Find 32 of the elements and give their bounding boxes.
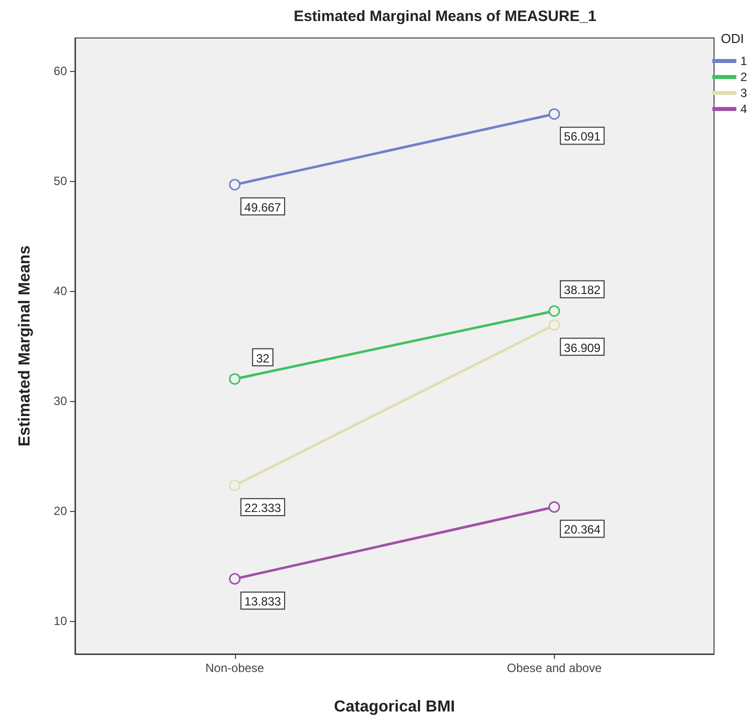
point xyxy=(229,373,240,385)
data-label: 32 xyxy=(256,351,270,366)
chart-title: Estimated Marginal Means of MEASURE_1 xyxy=(294,8,596,25)
legend-label: 2 xyxy=(740,70,748,84)
data-label: 20.364 xyxy=(564,522,601,537)
point xyxy=(229,480,240,492)
x-tick-label: Obese and above xyxy=(506,661,602,675)
point xyxy=(548,319,560,331)
y-tick-label: 30 xyxy=(54,394,68,408)
legend-label: 4 xyxy=(740,102,748,116)
x-tick-label: Non-obese xyxy=(205,661,264,675)
x-axis-title: Catagorical BMI xyxy=(334,698,455,716)
legend-label: 3 xyxy=(740,86,748,100)
point xyxy=(229,573,240,585)
y-axis-title: Estimated Marginal Means xyxy=(16,245,34,446)
data-label: 13.833 xyxy=(244,594,282,609)
y-tick-label: 40 xyxy=(54,284,68,298)
legend-title: ODI xyxy=(720,31,744,46)
data-label: 22.333 xyxy=(244,501,282,516)
data-label: 36.909 xyxy=(564,340,601,355)
data-label: 49.667 xyxy=(244,200,282,214)
y-tick-label: 10 xyxy=(54,614,68,628)
data-label: 56.091 xyxy=(564,130,601,144)
point xyxy=(229,178,240,190)
point xyxy=(548,501,560,513)
y-tick-label: 20 xyxy=(54,504,68,518)
legend-label: 1 xyxy=(740,54,748,68)
point xyxy=(548,305,560,317)
data-label: 38.182 xyxy=(564,283,601,298)
y-tick-label: 60 xyxy=(54,64,68,78)
y-tick-label: 50 xyxy=(54,174,68,188)
point xyxy=(548,108,560,120)
